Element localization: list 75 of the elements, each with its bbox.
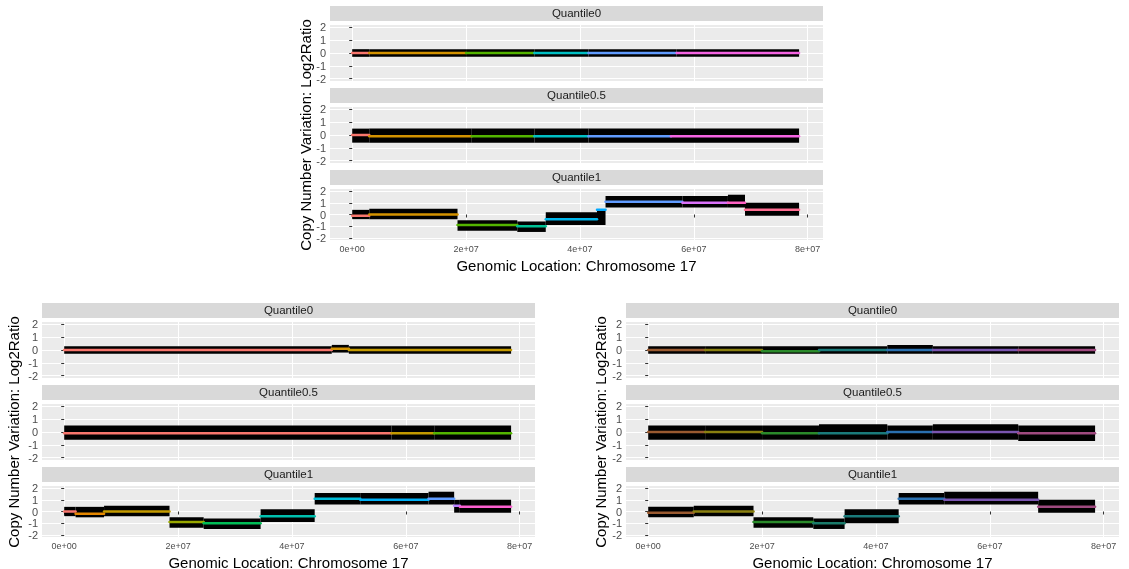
y-tick-label: -1 — [612, 517, 622, 530]
y-tick-label: 1 — [615, 331, 622, 344]
x-tick-label: 2e+07 — [453, 243, 479, 254]
x-tick-label: 0e+00 — [51, 540, 77, 551]
y-tick-label: 2 — [31, 318, 38, 331]
x-tick-label: 8e+07 — [506, 540, 533, 551]
y-tick-label: 0 — [319, 208, 326, 221]
y-tick-label: 0 — [319, 129, 326, 141]
y-tick-label: 1 — [319, 196, 326, 209]
y-tick-label: 0 — [31, 344, 38, 356]
y-tick-label: 1 — [615, 493, 622, 506]
y-tick-label: 1 — [319, 34, 326, 47]
chart-title: Quantile0 — [330, 6, 823, 21]
x-tick-label: 8e+07 — [1090, 540, 1117, 551]
y-tick-label: 2 — [31, 400, 38, 413]
y-tick-label: -1 — [316, 59, 326, 72]
x-tick-label: 0e+00 — [339, 243, 365, 254]
chart-title: Quantile1 — [42, 467, 535, 482]
x-tick-label: 6e+07 — [681, 243, 707, 254]
y-tick-label: 2 — [319, 21, 326, 34]
y-tick-label: -1 — [28, 517, 38, 530]
y-tick-label: 2 — [319, 103, 326, 116]
y-tick-label: 1 — [615, 413, 622, 426]
x-tick-label: 6e+07 — [393, 540, 419, 551]
y-tick-label: -2 — [316, 72, 326, 85]
x-tick-label: 2e+07 — [165, 540, 191, 551]
y-tick-label: 2 — [31, 482, 38, 495]
y-tick-label: 1 — [31, 413, 38, 426]
chart-title: Quantile1 — [626, 467, 1119, 482]
y-tick-label: -2 — [612, 528, 622, 541]
y-tick-label: -1 — [612, 356, 622, 369]
x-tick-label: 4e+07 — [863, 540, 889, 551]
x-tick-label: 4e+07 — [279, 540, 305, 551]
y-tick-label: 2 — [615, 318, 622, 331]
y-tick-label: 1 — [31, 331, 38, 344]
x-axis-title: Genomic Location: Chromosome 17 — [456, 257, 697, 274]
chart-title: Quantile0 — [42, 303, 535, 318]
x-axis-title: Genomic Location: Chromosome 17 — [168, 554, 409, 569]
y-tick-label: 2 — [319, 185, 326, 198]
y-tick-label: 1 — [31, 493, 38, 506]
x-axis-title: Genomic Location: Chromosome 17 — [752, 554, 993, 569]
x-tick-label: 6e+07 — [977, 540, 1003, 551]
x-tick-label: 4e+07 — [567, 243, 593, 254]
y-tick-label: -2 — [28, 528, 38, 541]
chart-title: Quantile0.5 — [330, 88, 823, 103]
y-axis-title: Copy Number Variation: Log2Ratio — [591, 316, 609, 548]
y-tick-label: 0 — [31, 426, 38, 438]
y-axis-title: Copy Number Variation: Log2Ratio — [4, 316, 22, 548]
y-tick-label: 0 — [615, 426, 622, 438]
y-tick-label: -1 — [316, 141, 326, 154]
y-tick-label: -1 — [316, 220, 326, 233]
y-tick-label: -1 — [28, 438, 38, 451]
chart-title: Quantile1 — [330, 170, 823, 185]
y-tick-label: 0 — [31, 505, 38, 518]
y-tick-label: -2 — [316, 231, 326, 244]
y-axis-title: Copy Number Variation: Log2Ratio — [296, 19, 314, 251]
y-tick-label: 0 — [615, 505, 622, 518]
chart-title: Quantile0 — [626, 303, 1119, 318]
y-tick-label: -2 — [612, 369, 622, 382]
y-tick-label: 2 — [615, 482, 622, 495]
y-tick-label: 1 — [319, 116, 326, 129]
y-tick-label: -1 — [28, 356, 38, 369]
x-tick-label: 0e+00 — [635, 540, 661, 551]
y-tick-label: -2 — [612, 451, 622, 464]
chart-title: Quantile0.5 — [42, 385, 535, 400]
y-tick-label: 0 — [615, 344, 622, 356]
chart-title: Quantile0.5 — [626, 385, 1119, 400]
y-tick-label: -1 — [612, 438, 622, 451]
x-tick-label: 8e+07 — [794, 243, 821, 254]
x-tick-label: 2e+07 — [749, 540, 775, 551]
y-tick-label: 2 — [615, 400, 622, 413]
y-tick-label: -2 — [28, 369, 38, 382]
y-tick-label: 0 — [319, 47, 326, 59]
y-tick-label: -2 — [316, 154, 326, 167]
y-tick-label: -2 — [28, 451, 38, 464]
